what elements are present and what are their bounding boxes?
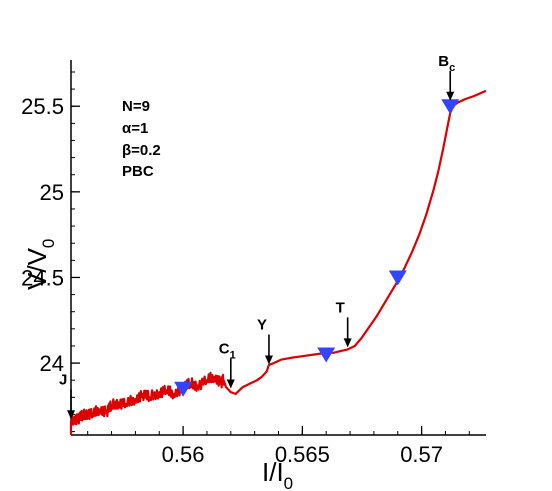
annotation-label-main: B xyxy=(438,53,449,70)
y-tick-label: 24.5 xyxy=(21,265,64,290)
triangle-marker xyxy=(388,270,407,286)
annotation-label-main: J xyxy=(59,371,67,388)
parameter-alpha: α=1 xyxy=(122,120,148,137)
y-tick-label: 25.5 xyxy=(21,94,64,119)
x-tick-label: 0.565 xyxy=(275,442,330,467)
annotation-label: T xyxy=(336,299,345,316)
parameter-boundary: PBC xyxy=(122,163,154,180)
x-axis-title: I/I0 xyxy=(262,457,293,491)
annotation-label-sub: c xyxy=(449,62,455,74)
y-tick-label: 25 xyxy=(40,180,64,205)
parameter-beta: β=0.2 xyxy=(122,142,161,159)
annotation-label: C1 xyxy=(219,340,236,361)
annotation-label: Y xyxy=(257,317,267,334)
triangle-marker xyxy=(174,381,193,397)
y-tick-label: 24 xyxy=(40,351,64,376)
annotation-label-main: Y xyxy=(257,317,267,334)
annotation-arrow-head xyxy=(343,338,352,348)
x-axis-title-main: I/I xyxy=(262,457,284,487)
annotation-arrow-head xyxy=(264,355,273,365)
annotation-label: Bc xyxy=(438,53,455,74)
annotation-label-main: T xyxy=(336,299,345,316)
axes: 0.56 0.565 0.57 24 24.5 25 25.5 xyxy=(21,60,486,467)
x-tick-label: 0.57 xyxy=(400,442,443,467)
annotation-label-sub: 1 xyxy=(230,349,236,361)
marker-group xyxy=(174,99,460,397)
triangle-marker xyxy=(317,347,336,363)
parameter-n: N=9 xyxy=(122,98,150,115)
annotation-arrow-head xyxy=(67,410,75,420)
x-axis-title-sub: 0 xyxy=(284,474,293,491)
annotation-label-main: C xyxy=(219,340,230,357)
series-group xyxy=(69,89,487,435)
triangle-marker xyxy=(441,99,460,115)
y-axis-title-sub: 0 xyxy=(39,239,58,248)
x-tick-label: 0.56 xyxy=(162,442,205,467)
y-axis-title-main: V/V xyxy=(22,247,52,290)
y-axis-title: V/V0 xyxy=(22,239,58,290)
series-line xyxy=(69,89,487,435)
annotation-label: J xyxy=(59,371,67,388)
annotation-arrow-head xyxy=(446,91,455,101)
annotation-group: J C1 Y T Bc xyxy=(59,53,455,420)
annotation-arrow-head xyxy=(226,379,235,389)
